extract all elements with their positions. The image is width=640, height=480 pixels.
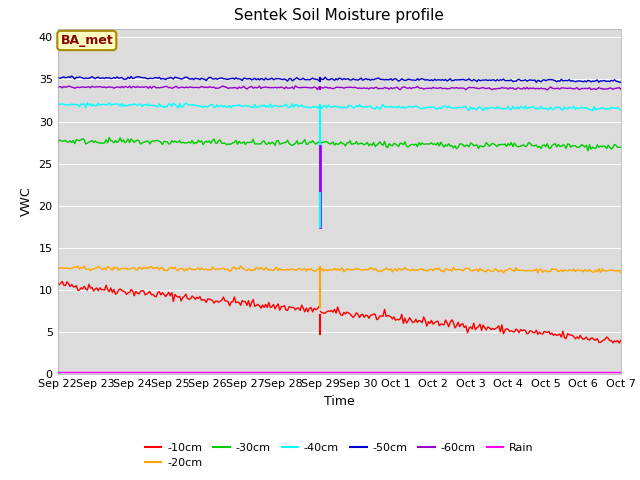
Y-axis label: VWC: VWC — [20, 187, 33, 216]
X-axis label: Time: Time — [324, 395, 355, 408]
Text: BA_met: BA_met — [60, 34, 113, 47]
Title: Sentek Soil Moisture profile: Sentek Soil Moisture profile — [234, 9, 444, 24]
Legend: -10cm, -20cm, -30cm, -40cm, -50cm, -60cm, Rain: -10cm, -20cm, -30cm, -40cm, -50cm, -60cm… — [140, 438, 538, 472]
